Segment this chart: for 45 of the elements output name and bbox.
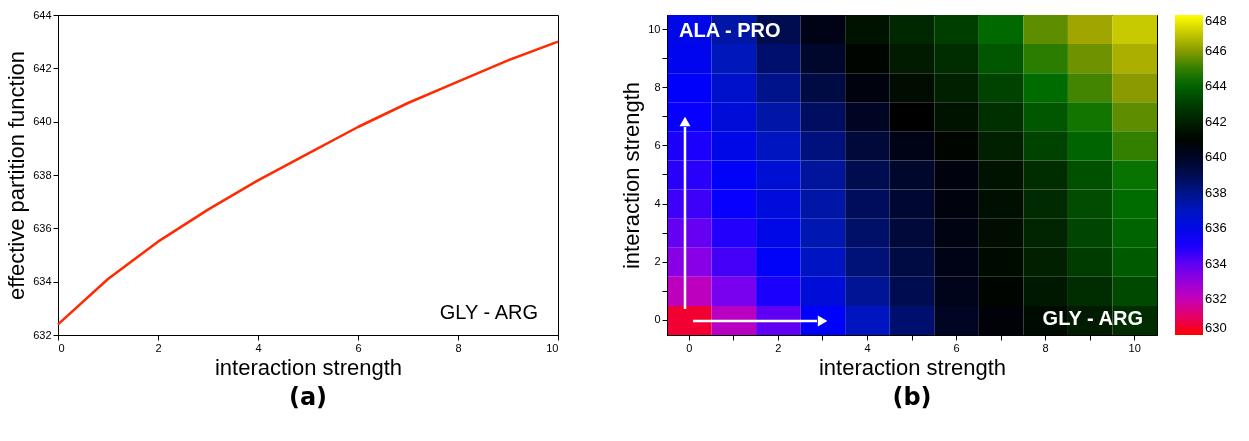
color-bar-label: 642 <box>1205 113 1227 129</box>
y-tick-label: 0 <box>654 313 661 326</box>
y-tick-label: 4 <box>654 197 661 210</box>
x-tick-label: 2 <box>155 341 162 354</box>
annotation: ALA - PRO <box>679 19 781 41</box>
color-bar-label: 648 <box>1205 13 1227 28</box>
color-bar-label: 646 <box>1205 42 1227 58</box>
y-axis-title: interaction strength <box>619 81 645 270</box>
x-axis-title: interaction strength <box>214 354 403 380</box>
y-tick-label: 640 <box>33 115 52 128</box>
y-tick-label: 638 <box>33 168 52 181</box>
text: (a) <box>288 383 328 411</box>
x-tick-label: 8 <box>1042 341 1049 354</box>
x-tick-label: 10 <box>1128 341 1141 354</box>
color-bar-label: 634 <box>1205 255 1227 271</box>
x-tick-label: 10 <box>546 341 559 354</box>
x-tick-label: 4 <box>864 341 871 354</box>
x-tick-label: 6 <box>953 341 960 354</box>
y-tick-label: 8 <box>654 80 661 93</box>
text: (b) <box>892 383 932 411</box>
x-tick-label: 2 <box>775 341 782 354</box>
y-tick-label: 10 <box>648 22 661 35</box>
x-tick-label: 4 <box>255 341 262 354</box>
y-tick-label: 634 <box>33 275 52 288</box>
color-bar-label: 640 <box>1205 149 1227 165</box>
x-tick-label: 8 <box>455 341 462 354</box>
line-series <box>56 40 560 326</box>
color-bar-label: 638 <box>1205 184 1227 200</box>
color-bar-label: 630 <box>1205 320 1227 335</box>
annotation: GLY - ARG <box>1042 307 1143 329</box>
x-tick-label: 0 <box>58 341 65 354</box>
x-tick-label: 6 <box>355 341 362 354</box>
x-axis-title: interaction strength <box>818 354 1007 380</box>
color-bar-label: 644 <box>1205 78 1227 94</box>
y-tick-label: 632 <box>33 328 52 341</box>
color-bar-label: 636 <box>1205 220 1227 236</box>
y-tick-label: 2 <box>654 255 661 268</box>
y-tick-label: 644 <box>33 8 52 21</box>
y-tick-label: 636 <box>33 221 52 234</box>
x-tick-label: 0 <box>686 341 693 354</box>
y-tick-label: 642 <box>33 61 52 74</box>
annotation: GLY - ARG <box>439 301 538 323</box>
y-tick-label: 6 <box>654 138 661 151</box>
color-bar-label: 632 <box>1205 291 1227 307</box>
y-axis-title: effective partition function <box>4 50 30 301</box>
